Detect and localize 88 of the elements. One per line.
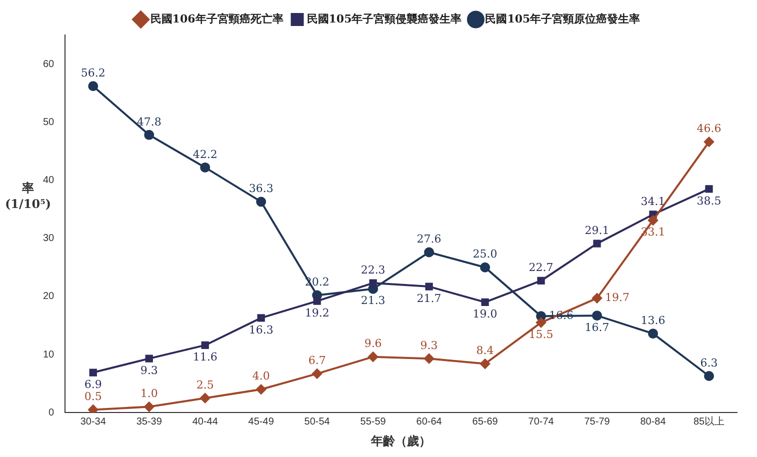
data-label: 9.3	[420, 338, 438, 352]
point	[424, 247, 434, 258]
point	[593, 240, 601, 248]
data-label: 22.7	[528, 261, 554, 274]
data-label: 21.7	[416, 292, 442, 305]
point	[313, 297, 321, 305]
x-tick-label: 50-54	[304, 416, 330, 428]
data-label: 21.3	[360, 294, 386, 308]
x-tick-label: 35-39	[136, 416, 162, 428]
point	[424, 354, 434, 364]
point	[368, 352, 378, 362]
data-label: 19.0	[472, 308, 498, 321]
data-label: 15.5	[528, 328, 554, 341]
data-label: 27.6	[416, 232, 442, 246]
data-label: 47.8	[136, 115, 162, 128]
point	[480, 358, 490, 369]
point	[256, 196, 266, 207]
point	[425, 282, 433, 290]
point	[256, 384, 266, 394]
point	[144, 130, 154, 140]
y-tick-label: 50	[43, 116, 55, 128]
data-label: 0.5	[84, 390, 102, 404]
data-label: 11.6	[192, 350, 218, 364]
data-label: 8.4	[476, 344, 494, 358]
x-tick-label: 60-64	[416, 416, 442, 428]
data-label: 9.3	[140, 364, 158, 377]
data-label: 22.3	[360, 263, 386, 276]
y-tick-label: 60	[43, 58, 55, 70]
x-tick-label: 30-34	[80, 416, 106, 428]
point	[481, 298, 489, 306]
point	[480, 262, 490, 272]
data-label: 19.7	[605, 291, 630, 304]
x-tick-label: 75-79	[584, 416, 610, 428]
x-tick-label: 40-44	[192, 416, 218, 428]
x-tick-label: 85以上	[693, 415, 725, 428]
legend-label: 民國105年子宮頸侵襲癌發生率	[306, 12, 462, 26]
data-label: 2.5	[196, 378, 214, 392]
point	[648, 328, 658, 339]
point	[200, 162, 210, 172]
point	[312, 368, 322, 379]
point	[704, 136, 714, 147]
point	[705, 185, 713, 193]
point	[144, 402, 154, 412]
point	[88, 404, 98, 413]
data-label: 25.0	[472, 248, 498, 261]
data-label: 6.7	[308, 354, 326, 368]
data-label: 56.2	[80, 66, 106, 80]
point	[536, 318, 546, 328]
point	[592, 310, 602, 321]
y-tick-label: 20	[43, 291, 55, 302]
point	[88, 81, 98, 92]
data-label: 34.1	[640, 194, 666, 208]
point	[257, 314, 265, 322]
x-tick-label: 80-84	[640, 416, 666, 428]
y-tick-label: 0	[48, 407, 55, 418]
point	[592, 293, 602, 304]
data-label: 46.6	[696, 122, 722, 136]
point	[201, 341, 209, 350]
data-label: 19.2	[304, 306, 330, 320]
y-tick-label: 30	[43, 233, 55, 244]
data-label: 29.1	[584, 224, 610, 237]
data-label: 38.5	[696, 194, 722, 208]
data-label: 4.0	[252, 370, 270, 383]
x-tick-label: 70-74	[528, 416, 554, 428]
point	[704, 371, 714, 381]
data-label: 16.3	[248, 323, 274, 336]
data-label: 9.6	[364, 337, 382, 350]
x-tick-label: 55-59	[360, 416, 386, 428]
data-label: 16.7	[584, 320, 610, 334]
x-tick-label: 45-49	[248, 416, 274, 428]
point	[89, 368, 97, 376]
x-axis-title: 年齡（歲）	[370, 434, 432, 448]
y-tick-label: 40	[43, 174, 55, 186]
point	[537, 276, 545, 285]
data-label: 6.3	[700, 356, 718, 370]
data-label: 42.2	[192, 148, 218, 161]
legend-label: 民國105年子宮頸原位癌發生率	[485, 12, 640, 26]
point	[145, 354, 153, 362]
data-label: 1.0	[140, 387, 158, 400]
y-tick-label: 10	[43, 349, 55, 360]
point	[369, 279, 377, 287]
point	[648, 215, 658, 226]
data-label: 6.9	[84, 378, 102, 391]
point	[200, 393, 210, 404]
data-label: 36.3	[248, 182, 274, 196]
data-label: 13.6	[640, 314, 666, 327]
x-tick-label: 65-69	[472, 416, 498, 428]
legend-label: 民國106年子宮頸癌死亡率	[150, 12, 284, 26]
